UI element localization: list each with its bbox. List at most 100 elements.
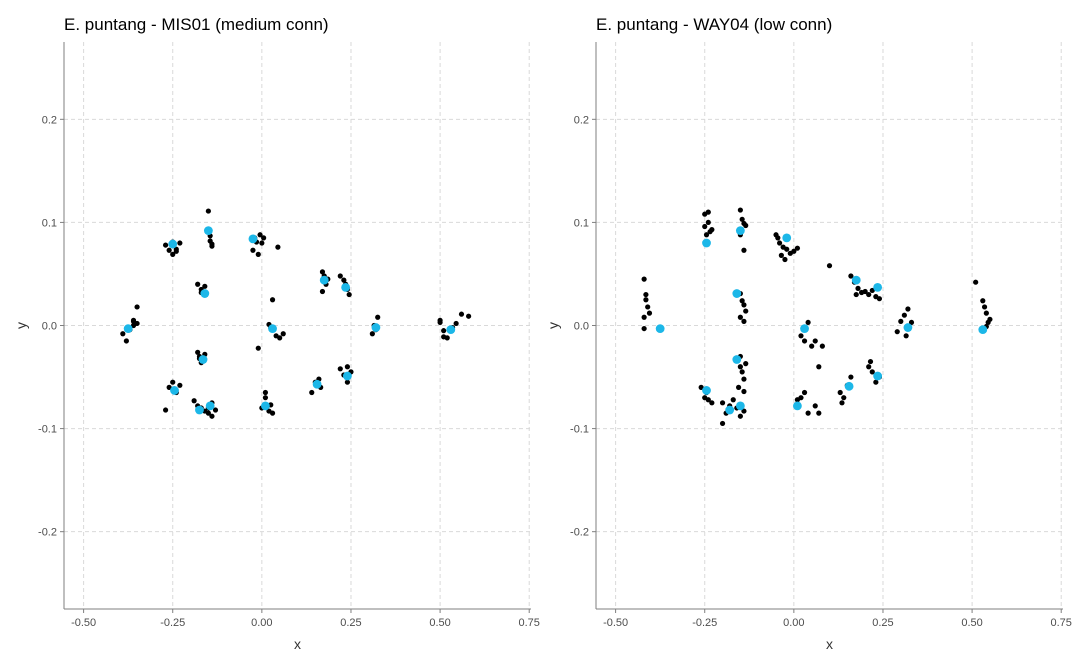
data-point-black xyxy=(346,291,352,298)
data-point-black xyxy=(209,413,215,419)
data-point-black xyxy=(741,388,747,395)
data-point-black xyxy=(134,304,140,310)
data-point-black xyxy=(735,384,742,390)
data-point-black xyxy=(869,369,875,375)
data-point-blue xyxy=(978,325,988,335)
data-point-black xyxy=(641,276,647,282)
y-tick-label: 0.0 xyxy=(574,321,589,333)
data-point-black xyxy=(841,395,847,401)
data-point-black xyxy=(737,364,743,370)
data-point-black xyxy=(162,242,169,248)
data-point-black xyxy=(344,379,351,385)
data-point-black xyxy=(319,288,326,295)
y-tick-label: 0.1 xyxy=(42,217,57,229)
data-point-black xyxy=(862,288,868,295)
data-point-black xyxy=(259,240,265,246)
data-point-black xyxy=(269,297,276,303)
data-point-blue xyxy=(782,233,792,243)
data-point-black xyxy=(903,333,909,339)
data-point-blue xyxy=(205,401,215,411)
data-point-black xyxy=(983,310,989,316)
data-point-black xyxy=(737,314,743,320)
data-point-black xyxy=(866,364,872,370)
data-point-black xyxy=(855,285,861,291)
data-point-black xyxy=(702,223,708,230)
data-point-blue xyxy=(261,401,270,411)
data-point-black xyxy=(867,358,874,365)
data-point-blue xyxy=(343,371,352,381)
data-point-black xyxy=(805,410,811,416)
data-point-black xyxy=(873,379,879,385)
y-tick-label: 0.2 xyxy=(574,114,589,126)
chart-title: E. puntang - MIS01 (medium conn) xyxy=(64,15,329,34)
data-point-black xyxy=(257,232,263,238)
data-point-black xyxy=(809,343,815,349)
data-point-blue xyxy=(446,325,456,335)
data-point-black xyxy=(191,398,197,404)
x-tick-label: 0.00 xyxy=(251,617,272,629)
y-tick-label: -0.1 xyxy=(38,424,57,436)
data-point-black xyxy=(646,310,653,316)
data-point-black xyxy=(805,319,811,326)
data-point-blue xyxy=(873,371,883,381)
y-tick-label: -0.2 xyxy=(38,527,57,539)
data-point-black xyxy=(705,209,711,215)
data-point-blue xyxy=(203,226,213,236)
chart-title: E. puntang - WAY04 (low conn) xyxy=(596,15,832,34)
data-point-blue xyxy=(873,282,883,292)
data-point-black xyxy=(202,283,208,289)
data-point-black xyxy=(839,400,845,406)
x-tick-label: 0.75 xyxy=(519,617,540,629)
data-point-black xyxy=(641,325,647,332)
data-point-blue xyxy=(200,289,210,298)
data-point-black xyxy=(162,407,169,413)
x-tick-label: 0.50 xyxy=(961,617,982,629)
data-point-black xyxy=(134,320,140,327)
data-point-black xyxy=(741,408,747,414)
data-point-black xyxy=(255,251,261,257)
data-point-black xyxy=(826,263,833,269)
data-point-black xyxy=(458,311,465,317)
x-axis-label: x xyxy=(294,636,301,652)
data-point-black xyxy=(645,304,651,310)
x-tick-label: -0.25 xyxy=(160,617,185,629)
data-point-black xyxy=(741,302,747,308)
data-point-black xyxy=(876,296,883,302)
data-point-black xyxy=(643,297,649,303)
data-point-black xyxy=(784,246,790,252)
y-tick-label: 0.1 xyxy=(574,217,589,229)
x-tick-label: 0.25 xyxy=(872,617,893,629)
data-point-black xyxy=(782,256,788,263)
data-point-black xyxy=(791,248,797,254)
data-point-black xyxy=(130,317,137,323)
y-tick-label: -0.2 xyxy=(570,527,589,539)
data-point-black xyxy=(812,338,818,344)
data-point-black xyxy=(205,410,211,416)
data-point-blue xyxy=(170,386,179,395)
data-point-blue xyxy=(844,381,854,391)
data-point-black xyxy=(837,389,843,396)
data-point-black xyxy=(737,207,743,213)
data-point-black xyxy=(901,312,907,318)
x-tick-label: 0.00 xyxy=(783,617,804,629)
data-point-black xyxy=(709,400,715,406)
data-point-black xyxy=(719,400,726,406)
data-point-black xyxy=(166,384,172,390)
data-point-black xyxy=(269,410,276,416)
data-point-black xyxy=(730,397,736,403)
data-point-black xyxy=(209,241,215,247)
data-point-black xyxy=(177,240,183,246)
y-axis-label: y xyxy=(545,322,561,329)
y-axis-label: y xyxy=(13,322,29,329)
data-point-black xyxy=(739,216,745,222)
data-point-blue xyxy=(168,239,178,249)
data-point-black xyxy=(908,319,915,326)
x-tick-label: 0.75 xyxy=(1051,617,1072,629)
data-point-black xyxy=(743,222,749,229)
data-point-black xyxy=(973,279,979,285)
data-point-blue xyxy=(732,355,742,364)
data-point-black xyxy=(195,349,201,355)
data-point-black xyxy=(170,379,176,385)
data-point-black xyxy=(775,235,781,241)
data-point-black xyxy=(120,331,126,337)
